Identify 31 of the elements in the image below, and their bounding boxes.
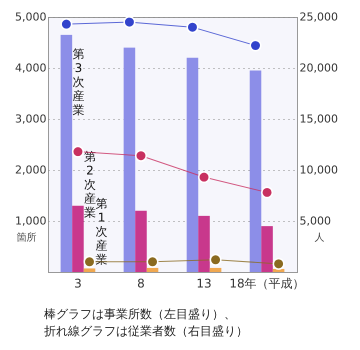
bar	[261, 226, 273, 272]
text: 棒グラフは事業所数（左目盛り）、	[44, 306, 237, 323]
x-tick-label: 18年（平成）	[229, 276, 305, 290]
x-tick-label: 13	[196, 276, 212, 290]
y-tick-label: 1,000	[15, 214, 46, 228]
y2-tick-label: 15,000	[300, 112, 338, 126]
text: 折れ線グラフは従業者数（右目盛り）	[44, 323, 248, 340]
bar	[84, 268, 96, 272]
bar	[124, 48, 136, 272]
y-axis-title: 箇所	[16, 232, 36, 244]
y2-axis-title: 人	[314, 232, 324, 244]
y-tick-label: 2,000	[15, 164, 46, 176]
y2-tick-label: 10,000	[300, 164, 338, 176]
y-tick-label: 3,000	[15, 112, 46, 126]
y-tick-label: 4,000	[15, 62, 46, 74]
bar	[60, 34, 72, 272]
bar	[72, 206, 84, 272]
series-label: 第3次産業	[72, 46, 84, 117]
bar	[210, 268, 222, 272]
y2-tick-label: 20,000	[300, 62, 338, 74]
y2-tick-label: 25,000	[300, 10, 338, 24]
bar	[250, 70, 262, 272]
bar	[146, 268, 158, 272]
series-label: 第2次産業	[84, 150, 96, 220]
y-tick-label: 5,000	[15, 10, 46, 24]
bar	[135, 210, 147, 272]
x-tick-label: 8	[137, 276, 145, 290]
bar	[198, 216, 210, 272]
x-tick-label: 3	[74, 276, 82, 290]
bar	[186, 58, 198, 272]
y2-tick-label: 5,000	[300, 214, 331, 228]
